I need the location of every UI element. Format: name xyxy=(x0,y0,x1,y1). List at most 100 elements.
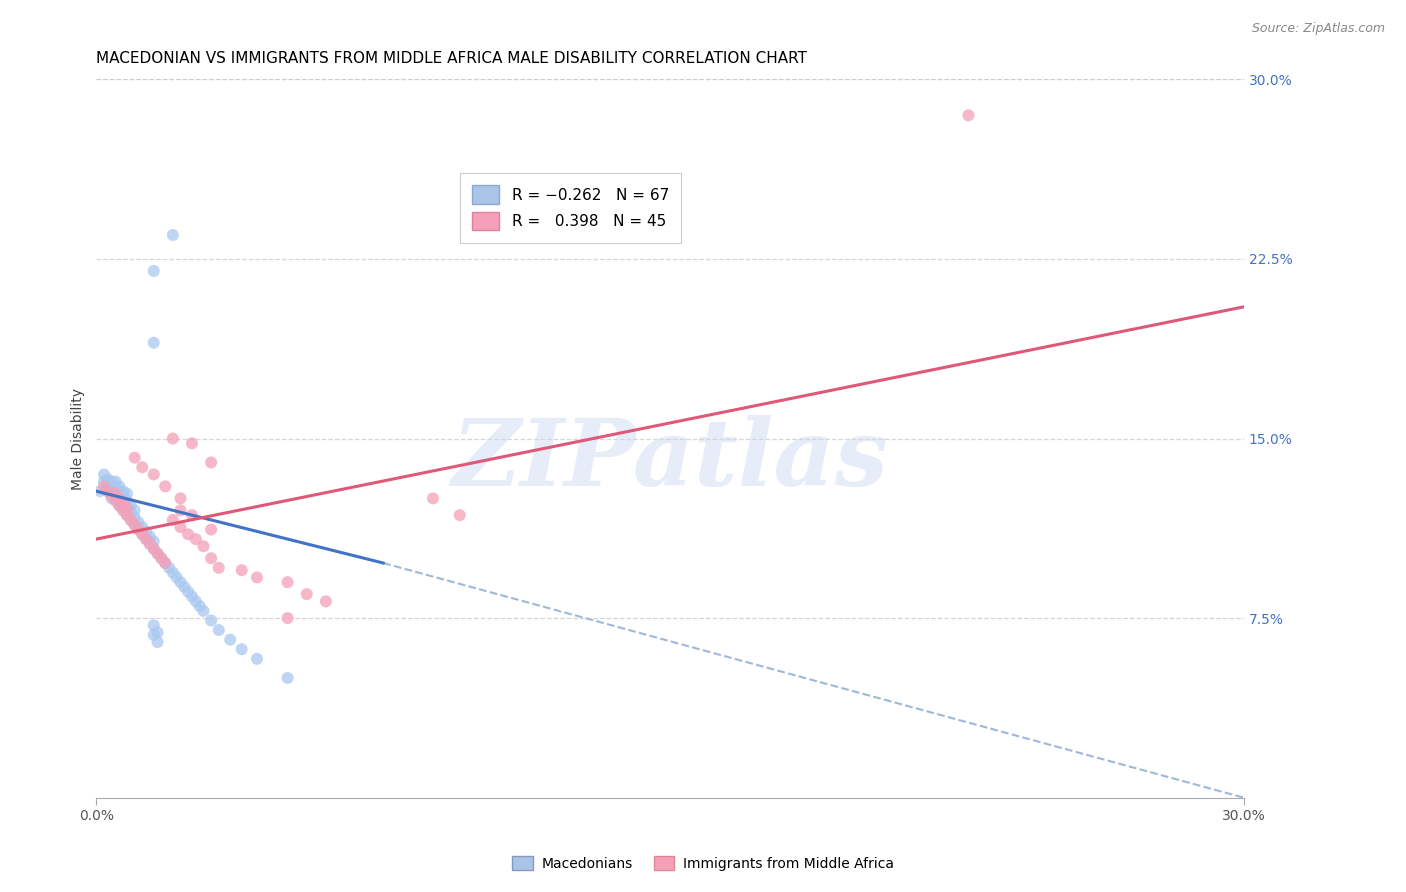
Point xyxy=(93,479,115,493)
Point xyxy=(124,503,146,517)
Point xyxy=(108,496,131,510)
Point xyxy=(277,671,299,685)
Point xyxy=(315,594,337,608)
Point xyxy=(166,570,188,584)
Point xyxy=(208,623,231,637)
Point xyxy=(93,475,115,489)
Point xyxy=(100,479,122,493)
Point xyxy=(150,551,173,566)
Point xyxy=(131,527,153,541)
Point xyxy=(184,594,207,608)
Point xyxy=(104,479,127,493)
Point xyxy=(139,530,162,544)
Point xyxy=(115,500,138,515)
Point xyxy=(142,628,165,642)
Point xyxy=(162,227,184,242)
Point xyxy=(150,551,173,566)
Point xyxy=(97,479,120,493)
Point xyxy=(173,580,195,594)
Point xyxy=(115,500,138,515)
Point xyxy=(131,460,153,475)
Point xyxy=(127,523,149,537)
Point xyxy=(100,475,122,489)
Point xyxy=(115,493,138,508)
Point xyxy=(112,484,135,499)
Point xyxy=(115,486,138,500)
Point xyxy=(127,523,149,537)
Point xyxy=(162,513,184,527)
Point xyxy=(200,551,222,566)
Point xyxy=(157,561,180,575)
Point xyxy=(422,491,444,506)
Point xyxy=(104,493,127,508)
Point xyxy=(146,546,169,560)
Point xyxy=(127,516,149,530)
Point xyxy=(93,467,115,482)
Point xyxy=(112,496,135,510)
Point xyxy=(104,491,127,506)
Point xyxy=(97,484,120,499)
Point xyxy=(231,642,253,657)
Point xyxy=(246,570,269,584)
Point xyxy=(169,491,191,506)
Point xyxy=(146,625,169,640)
Point xyxy=(177,584,200,599)
Point xyxy=(193,604,215,618)
Point xyxy=(100,489,122,503)
Point xyxy=(131,520,153,534)
Point xyxy=(108,489,131,503)
Point xyxy=(139,537,162,551)
Point xyxy=(162,432,184,446)
Point xyxy=(108,499,131,513)
Point xyxy=(142,264,165,278)
Text: ZIPatlas: ZIPatlas xyxy=(451,415,889,505)
Point xyxy=(115,508,138,523)
Point xyxy=(104,491,127,506)
Point xyxy=(153,479,176,493)
Point xyxy=(295,587,318,601)
Point xyxy=(112,503,135,517)
Legend: R = −0.262   N = 67, R =   0.398   N = 45: R = −0.262 N = 67, R = 0.398 N = 45 xyxy=(460,173,681,243)
Point xyxy=(142,618,165,632)
Point xyxy=(124,450,146,465)
Point xyxy=(142,467,165,482)
Point xyxy=(181,508,204,523)
Point xyxy=(177,527,200,541)
Legend: Macedonians, Immigrants from Middle Africa: Macedonians, Immigrants from Middle Afri… xyxy=(506,850,900,876)
Point xyxy=(120,513,142,527)
Point xyxy=(162,566,184,580)
Point xyxy=(277,575,299,590)
Point xyxy=(231,563,253,577)
Point xyxy=(97,472,120,486)
Point xyxy=(142,534,165,549)
Text: MACEDONIAN VS IMMIGRANTS FROM MIDDLE AFRICA MALE DISABILITY CORRELATION CHART: MACEDONIAN VS IMMIGRANTS FROM MIDDLE AFR… xyxy=(97,51,807,66)
Point xyxy=(153,556,176,570)
Point xyxy=(108,499,131,513)
Point xyxy=(124,517,146,532)
Point xyxy=(131,527,153,541)
Point xyxy=(135,532,157,546)
Point xyxy=(146,635,169,649)
Point xyxy=(208,561,231,575)
Point xyxy=(169,575,191,590)
Point xyxy=(104,484,127,499)
Point xyxy=(200,523,222,537)
Point xyxy=(200,614,222,628)
Point xyxy=(104,486,127,500)
Point xyxy=(124,510,146,524)
Point xyxy=(957,108,980,122)
Point xyxy=(169,520,191,534)
Point xyxy=(449,508,471,523)
Point xyxy=(115,508,138,523)
Point xyxy=(200,455,222,469)
Point xyxy=(120,499,142,513)
Point xyxy=(246,652,269,666)
Point xyxy=(120,506,142,520)
Point xyxy=(120,513,142,527)
Point xyxy=(108,491,131,506)
Point xyxy=(193,539,215,553)
Point xyxy=(139,537,162,551)
Point xyxy=(108,479,131,493)
Point xyxy=(112,496,135,510)
Point xyxy=(97,484,120,499)
